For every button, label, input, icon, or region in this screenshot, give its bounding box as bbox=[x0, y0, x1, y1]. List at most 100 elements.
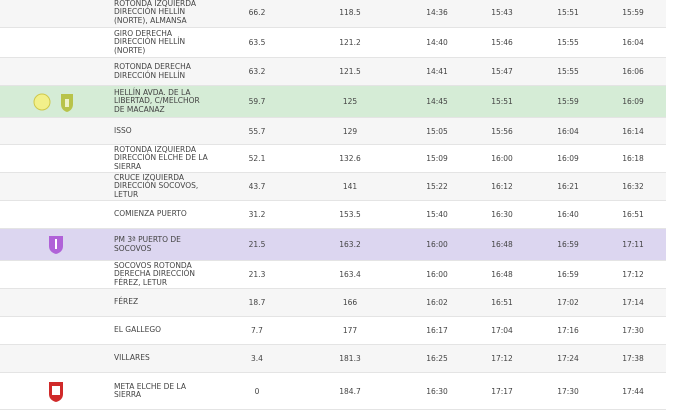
table-row: FÉREZ 18.7 166 16:02 16:51 17:02 17:14 bbox=[0, 289, 666, 317]
time: 16:14 bbox=[622, 126, 644, 136]
time: 17:30 bbox=[622, 326, 644, 335]
place-name: VILLARES bbox=[114, 353, 150, 363]
time: 16:25 bbox=[426, 354, 448, 363]
km-to-go: 3.4 bbox=[251, 354, 263, 363]
time: 17:24 bbox=[557, 354, 579, 363]
time: 15:40 bbox=[426, 210, 448, 219]
place-name: ISSO bbox=[114, 125, 132, 135]
km-done: 121.2 bbox=[339, 38, 361, 47]
time: 17:30 bbox=[557, 386, 579, 396]
table-row: VILLARES 3.4 181.3 16:25 17:12 17:24 17:38 bbox=[0, 345, 666, 373]
time: 16:04 bbox=[622, 38, 644, 47]
time: 16:09 bbox=[557, 154, 579, 163]
time: 15:59 bbox=[622, 8, 644, 17]
time: 14:45 bbox=[426, 97, 448, 106]
time: 17:17 bbox=[491, 386, 513, 396]
km-done: 125 bbox=[342, 97, 358, 106]
time: 15:51 bbox=[491, 97, 513, 106]
table-row: ISSO 55.7 129 15:05 15:56 16:04 16:14 bbox=[0, 118, 666, 145]
time: 16:09 bbox=[622, 97, 644, 106]
km-to-go: 21.5 bbox=[248, 240, 266, 249]
place-name: ROTONDA DERECHA DIRECCIÓN HELLÍN bbox=[114, 62, 191, 80]
place-name: COMIENZA PUERTO bbox=[114, 209, 187, 219]
time: 16:02 bbox=[426, 298, 448, 307]
table-row: COMIENZA PUERTO 31.2 153.5 15:40 16:30 16:40 1… bbox=[0, 201, 666, 229]
time: 17:12 bbox=[622, 270, 644, 279]
table-row: ROTONDA IZQUIERDA DIRECCIÓN HELLÍN (NORT… bbox=[0, 0, 666, 28]
time: 16:21 bbox=[557, 182, 579, 191]
time: 17:44 bbox=[622, 386, 644, 396]
table-row: ROTONDA DERECHA DIRECCIÓN HELLÍN 63.2 121.… bbox=[0, 58, 666, 86]
km-to-go: 52.1 bbox=[248, 154, 266, 163]
time: 16:00 bbox=[491, 154, 513, 163]
badges bbox=[33, 93, 73, 112]
table-row: META ELCHE DE LA SIERRA 0 184.7 16:30 17:17 1… bbox=[0, 373, 666, 410]
time: 16:12 bbox=[491, 182, 513, 191]
time: 15:05 bbox=[426, 126, 448, 136]
time: 16:40 bbox=[557, 210, 579, 219]
km-done: 163.4 bbox=[339, 270, 361, 279]
km-done: 141 bbox=[342, 182, 358, 191]
table-row: PM 3ª PUERTO DE SOCOVOS 21.5 163.2 16:00 16:… bbox=[0, 229, 666, 261]
km-to-go: 55.7 bbox=[248, 126, 266, 136]
time: 17:38 bbox=[622, 354, 644, 363]
place-name: META ELCHE DE LA SIERRA bbox=[114, 381, 187, 399]
km-to-go: 21.3 bbox=[248, 270, 266, 279]
km-done: 184.7 bbox=[339, 386, 361, 396]
time: 15:22 bbox=[426, 182, 448, 191]
time: 16:30 bbox=[426, 386, 448, 396]
km-to-go: 0 bbox=[254, 386, 260, 396]
time: 15:59 bbox=[557, 97, 579, 106]
km-to-go: 63.5 bbox=[248, 38, 266, 47]
time: 17:14 bbox=[622, 298, 644, 307]
table-row: HELLÍN AVDA. DE LA LIBERTAD, C/MELCHOR D… bbox=[0, 86, 666, 118]
time: 16:59 bbox=[557, 270, 579, 279]
place-name: CRUCE IZQUIERDA DIRECCIÓN SOCOVOS, LETUR bbox=[114, 172, 199, 199]
time: 16:30 bbox=[491, 210, 513, 219]
km-done: 121.5 bbox=[339, 67, 361, 76]
time: 16:48 bbox=[491, 240, 513, 249]
km-to-go: 18.7 bbox=[248, 298, 266, 307]
table-row: EL GALLEGO 7.7 177 16:17 17:04 17:16 17:30 bbox=[0, 317, 666, 345]
time: 17:11 bbox=[622, 240, 644, 249]
time: 15:09 bbox=[426, 154, 448, 163]
km-to-go: 31.2 bbox=[248, 210, 266, 219]
km-done: 153.5 bbox=[339, 210, 361, 219]
time: 17:16 bbox=[557, 326, 579, 335]
table-row: ROTONDA IZQUIERDA DIRECCIÓN ELCHE DE LA … bbox=[0, 145, 666, 173]
time: 16:51 bbox=[622, 210, 644, 219]
time: 15:56 bbox=[491, 126, 513, 136]
place-name: FÉREZ bbox=[114, 297, 139, 307]
km-to-go: 59.7 bbox=[248, 97, 266, 106]
time: 16:59 bbox=[557, 240, 579, 249]
time: 16:06 bbox=[622, 67, 644, 76]
km-done: 177 bbox=[342, 326, 358, 335]
time: 16:32 bbox=[622, 182, 644, 191]
time: 14:40 bbox=[426, 38, 448, 47]
time: 15:51 bbox=[557, 8, 579, 17]
place-name: HELLÍN AVDA. DE LA LIBERTAD, C/MELCHOR D… bbox=[114, 87, 200, 114]
place-name: PM 3ª PUERTO DE SOCOVOS bbox=[114, 235, 181, 253]
km-done: 132.6 bbox=[339, 154, 361, 163]
km-done: 163.2 bbox=[339, 240, 361, 249]
time: 16:51 bbox=[491, 298, 513, 307]
time: 16:00 bbox=[426, 240, 448, 249]
time: 14:36 bbox=[426, 8, 448, 17]
km-done: 181.3 bbox=[339, 354, 361, 363]
km-to-go: 63.2 bbox=[248, 67, 266, 76]
place-name: ROTONDA IZQUIERDA DIRECCIÓN ELCHE DE LA … bbox=[114, 144, 208, 171]
time: 15:47 bbox=[491, 67, 513, 76]
mountain-icon bbox=[49, 236, 63, 254]
time: 16:04 bbox=[557, 126, 579, 136]
km-to-go: 66.2 bbox=[248, 8, 266, 17]
place-name: EL GALLEGO bbox=[114, 325, 162, 335]
time: 16:17 bbox=[426, 326, 448, 335]
table-row: SOCOVOS ROTONDA DERECHA DIRECCIÓN FÉREZ,… bbox=[0, 261, 666, 289]
table-row: GIRO DERECHA DIRECCIÓN HELLÍN (NORTE) 63.… bbox=[0, 28, 666, 58]
time: 16:18 bbox=[622, 154, 644, 163]
time: 16:00 bbox=[426, 270, 448, 279]
km-done: 166 bbox=[342, 298, 358, 307]
time: 15:55 bbox=[557, 38, 579, 47]
time: 17:02 bbox=[557, 298, 579, 307]
